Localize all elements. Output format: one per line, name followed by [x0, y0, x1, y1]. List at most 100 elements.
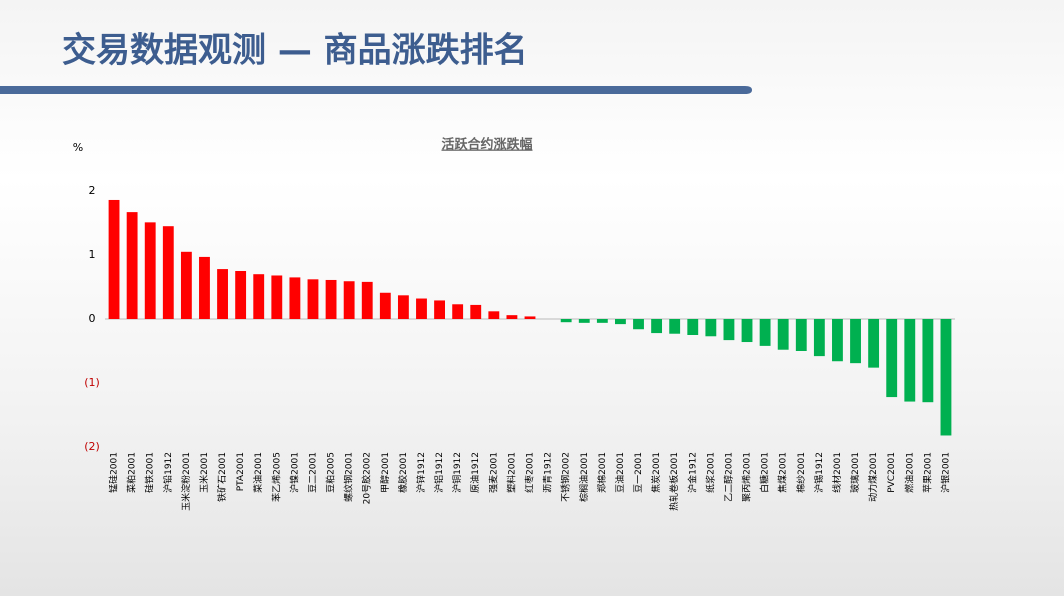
bar: [705, 319, 717, 337]
x-tick-label: 菜油2001: [252, 452, 264, 493]
x-tick-label: 玉米淀粉2001: [180, 452, 192, 511]
bar: [669, 319, 681, 334]
bar: [434, 300, 445, 319]
x-tick-label: 沪铜1912: [451, 452, 463, 493]
bar: [832, 319, 843, 362]
x-tick-label: 沪铅1912: [162, 452, 174, 493]
bar: [361, 281, 373, 319]
y-tick-label: 0: [89, 312, 96, 325]
bar: [615, 319, 626, 325]
bar: [180, 251, 192, 319]
x-tick-label: 苯乙烯2005: [270, 452, 282, 502]
x-tick-label: 甲醇2001: [379, 452, 391, 493]
x-tick-label: 豆二2001: [307, 452, 318, 493]
bar: [126, 212, 138, 319]
bar: [850, 319, 861, 364]
x-tick-label: 红枣2001: [524, 452, 536, 493]
y-tick-label: 1: [89, 248, 96, 261]
x-tick-label: 郑棉2001: [596, 452, 608, 493]
bar: [470, 304, 482, 319]
y-tick-label: (2): [84, 440, 100, 453]
x-tick-label: 豆油2001: [614, 452, 626, 493]
x-tick-label: 沪锡1912: [813, 452, 825, 493]
bar: [886, 319, 898, 398]
bar: [235, 271, 247, 319]
x-tick-label: 塑料2001: [505, 452, 517, 493]
x-tick-label: 热轧卷板2001: [668, 452, 680, 511]
bar: [777, 319, 789, 350]
x-tick-label: 橡胶2001: [397, 452, 409, 493]
bar: [741, 319, 753, 343]
bar: [199, 256, 210, 319]
page-title: 交易数据观测 — 商品涨跌排名: [62, 31, 528, 71]
bar: [904, 319, 916, 402]
x-tick-label: PTA2001: [236, 452, 246, 491]
bar: [416, 298, 427, 319]
bar: [253, 274, 265, 319]
bar: [578, 319, 590, 323]
x-tick-label: 豆粕2005: [325, 452, 337, 493]
y-unit: %: [73, 141, 83, 154]
bar: [940, 319, 952, 436]
x-tick-label: 螺纹钢2001: [343, 452, 355, 502]
bar: [162, 226, 174, 319]
bar: [343, 281, 355, 319]
bar: [506, 315, 518, 319]
bar: [379, 292, 391, 319]
bar: [633, 319, 644, 330]
x-tick-label: PVC2001: [887, 452, 897, 493]
bar: [452, 304, 464, 319]
x-tick-label: 苹果2001: [921, 452, 933, 493]
bar: [813, 319, 825, 357]
bar: [307, 279, 319, 319]
bar: [217, 269, 228, 319]
bar: [795, 319, 807, 351]
x-tick-label: 不锈钢2002: [560, 452, 572, 502]
x-tick-label: 纸浆2001: [704, 452, 716, 493]
x-tick-label: 玻璃2001: [849, 452, 861, 493]
bar: [488, 311, 500, 319]
x-tick-label: 玉米2001: [198, 452, 210, 493]
bar: [868, 319, 880, 368]
x-tick-label: 原油1912: [469, 452, 481, 493]
bar: [271, 275, 283, 319]
y-tick-label: (1): [84, 376, 100, 389]
x-tick-label: 乙二醇2001: [722, 452, 734, 502]
bar: [289, 277, 301, 319]
x-tick-label: 菜粕2001: [126, 452, 138, 493]
x-tick-label: 硅铁2001: [144, 452, 156, 493]
x-tick-label: 线材2001: [831, 452, 843, 493]
bar: [524, 316, 536, 319]
bar: [397, 295, 409, 319]
x-tick-label: 动力煤2001: [867, 452, 879, 502]
x-tick-label: 焦炭2001: [650, 452, 662, 493]
bar: [687, 319, 699, 335]
bar: [325, 279, 337, 319]
bar: [108, 199, 120, 319]
y-tick-label: 2: [89, 184, 96, 197]
x-tick-label: 棉纱2001: [795, 452, 807, 493]
x-tick-label: 锰硅2001: [108, 452, 120, 493]
bar: [144, 222, 156, 319]
bar: [560, 319, 572, 323]
x-tick-label: 豆一2001: [633, 452, 644, 493]
x-tick-label: 燃油2001: [903, 452, 915, 493]
x-tick-label: 铁矿石2001: [216, 452, 228, 502]
bar: [651, 319, 663, 334]
chart-title: 活跃合约涨跌幅: [441, 137, 532, 153]
x-tick-label: 沪镍2001: [288, 452, 300, 493]
header-bar: [0, 86, 752, 94]
x-tick-label: 白糖2001: [759, 452, 771, 493]
bar: [596, 319, 608, 323]
bar: [922, 319, 934, 403]
x-tick-label: 沪铝1912: [433, 452, 445, 493]
x-tick-label: 20号胶2002: [361, 452, 373, 504]
bar: [723, 319, 735, 341]
x-tick-label: 沪银2001: [939, 452, 951, 493]
x-tick-label: 沥青1912: [542, 452, 554, 493]
x-tick-label: 沪金1912: [686, 452, 698, 493]
x-tick-label: 沪锌1912: [415, 452, 427, 493]
bar: [759, 319, 771, 346]
